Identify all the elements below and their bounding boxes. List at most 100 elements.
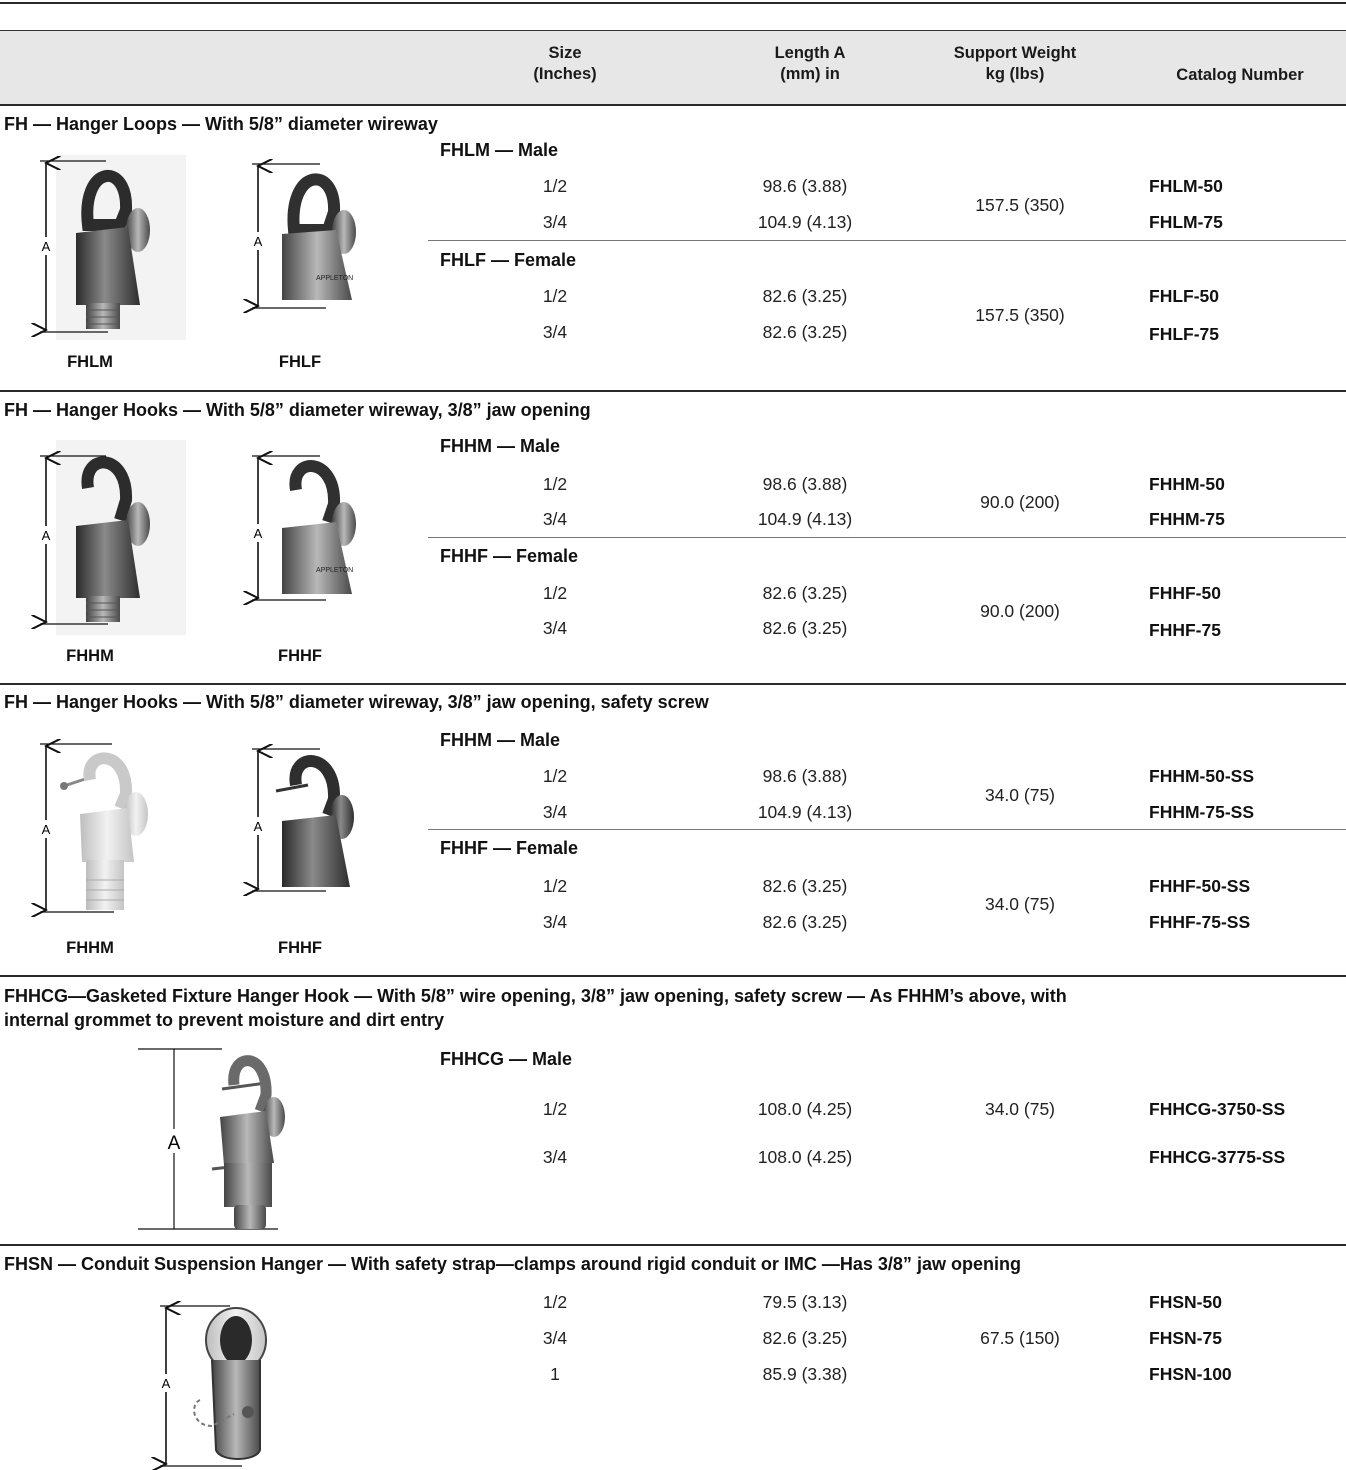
section-divider [0,390,1346,392]
length-cell: 82.6 (3.25) [762,1328,848,1348]
size-cell: 3/4 [542,912,568,932]
catalog-number: FHHF-50-SS [1149,876,1251,896]
length-cell: 82.6 (3.25) [762,912,848,932]
svg-text:APPLETON: APPLETON [316,567,353,574]
header-size: Size (Inches) [495,43,635,85]
group-divider [428,537,1346,538]
group-label: FHLF — Female [440,250,577,270]
size-cell: 1/2 [542,876,568,896]
svg-text:APPLETON: APPLETON [316,275,353,282]
catalog-number: FHHM-50-SS [1149,766,1255,786]
dimension-a-label: A [168,1133,181,1154]
catalog-number: FHLM-50 [1149,176,1223,196]
support-weight: 157.5 (350) [975,195,1065,215]
group-label: FHLM — Male [440,140,559,160]
catalog-number: FHHF-50 [1149,583,1221,603]
length-cell: 82.6 (3.25) [762,286,848,306]
top-rule [0,2,1346,4]
section-title-line1: FHHCG—Gasketed Fixture Hanger Hook — Wit… [4,986,1067,1006]
header-weight: Support Weight kg (lbs) [925,43,1105,85]
header-size-line2: (Inches) [533,65,597,83]
dimension-a-label: A [162,1376,171,1391]
catalog-number: FHHCG-3775-SS [1149,1147,1286,1167]
fhhm-product-image: A [36,440,186,635]
size-cell: 1/2 [542,766,568,786]
header-catalog-text: Catalog Number [1176,66,1304,84]
support-weight: 67.5 (150) [980,1328,1060,1348]
length-cell: 104.9 (4.13) [757,802,853,822]
group-divider [428,829,1346,830]
dimension-a-label: A [254,819,263,834]
caption-fhhm: FHHM [66,647,114,665]
length-cell: 82.6 (3.25) [762,618,848,638]
header-bottom-rule [0,104,1346,106]
fhhm-ss-product-image: A [36,740,148,920]
length-cell: 98.6 (3.88) [762,474,848,494]
length-cell: 82.6 (3.25) [762,876,848,896]
catalog-number: FHHM-50 [1149,474,1225,494]
catalog-number: FHLF-50 [1149,286,1219,306]
catalog-number: FHSN-50 [1149,1292,1222,1312]
size-cell: 3/4 [542,1328,568,1348]
dimension-a-label: A [42,822,51,837]
dimension-a-label: A [254,234,263,249]
support-weight: 34.0 (75) [984,785,1056,805]
header-length-line1: Length A [774,44,846,62]
section-divider [0,975,1346,977]
catalog-number: FHLM-75 [1149,212,1223,232]
support-weight: 90.0 (200) [980,492,1060,512]
section-title: FH — Hanger Hooks — With 5/8” diameter w… [4,692,709,712]
group-label: FHHM — Male [440,436,561,456]
catalog-number: FHSN-100 [1149,1364,1232,1384]
length-cell: 108.0 (4.25) [757,1099,853,1119]
support-weight: 90.0 (200) [980,601,1060,621]
size-cell: 3/4 [542,1147,568,1167]
length-cell: 82.6 (3.25) [762,583,848,603]
length-cell: 79.5 (3.13) [762,1292,848,1312]
section-divider [0,1244,1346,1246]
group-label: FHHF — Female [440,546,579,566]
catalog-number: FHHF-75-SS [1149,912,1251,932]
section-title-line2: internal grommet to prevent moisture and… [4,1010,445,1030]
length-cell: 98.6 (3.88) [762,176,848,196]
size-cell: 1 [550,1364,560,1384]
section-title: FHSN — Conduit Suspension Hanger — With … [4,1254,1021,1274]
caption-fhhf-ss: FHHF [278,939,322,957]
catalog-number: FHHM-75-SS [1149,802,1255,822]
size-cell: 3/4 [542,618,568,638]
group-label: FHHM — Male [440,730,561,750]
catalog-number: FHHCG-3750-SS [1149,1099,1286,1119]
dimension-a-label: A [42,528,51,543]
header-catalog: Catalog Number [1140,65,1340,86]
table-header: Size (Inches) Length A (mm) in Support W… [0,30,1346,105]
header-weight-line1: Support Weight [953,44,1077,62]
size-cell: 3/4 [542,509,568,529]
size-cell: 1/2 [542,474,568,494]
size-cell: 1/2 [542,583,568,603]
size-cell: 1/2 [542,1292,568,1312]
length-cell: 85.9 (3.38) [762,1364,848,1384]
fhlm-product-image: A [36,155,186,340]
fhhcg-product-image: A [138,1048,285,1230]
size-cell: 1/2 [542,176,568,196]
size-cell: 3/4 [542,212,568,232]
length-cell: 104.9 (4.13) [757,509,853,529]
dimension-a-label: A [42,239,51,254]
section-title: FH — Hanger Hooks — With 5/8” diameter w… [4,400,591,420]
length-cell: 108.0 (4.25) [757,1147,853,1167]
fhsn-product-image: A [156,1300,267,1470]
size-cell: 3/4 [542,802,568,822]
caption-fhlm: FHLM [67,353,113,371]
header-length: Length A (mm) in [730,43,890,85]
size-cell: 1/2 [542,286,568,306]
support-weight: 34.0 (75) [984,1099,1056,1119]
fhhf-ss-product-image: A [246,745,354,895]
catalog-number: FHSN-75 [1149,1328,1222,1348]
caption-fhhm-ss: FHHM [66,939,114,957]
header-length-line2: (mm) in [780,65,840,83]
group-divider [428,240,1346,241]
dimension-a-label: A [254,526,263,541]
caption-fhlf: FHLF [278,353,322,371]
fhlf-product-image: A APPLETON [246,160,356,310]
section-title: FH — Hanger Loops — With 5/8” diameter w… [4,114,438,134]
